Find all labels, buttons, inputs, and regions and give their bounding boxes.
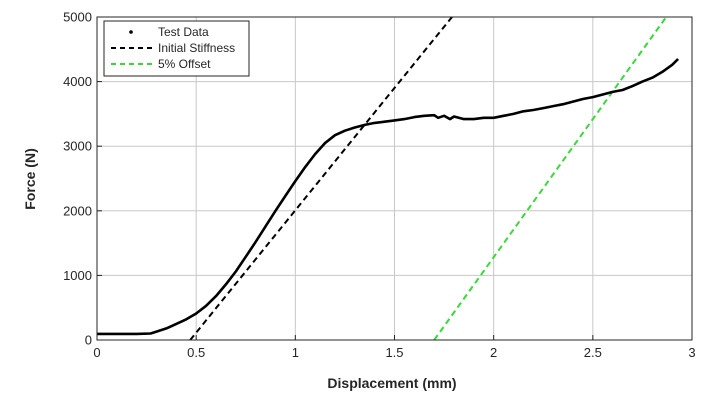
legend-box xyxy=(103,20,250,77)
legend: Test Data Initial Stiffness 5% Offset xyxy=(103,20,250,77)
legend-marker-test-data xyxy=(129,30,133,34)
y-tick-label: 0 xyxy=(85,333,92,348)
x-tick-label: 1 xyxy=(292,345,299,360)
legend-label-5pct-offset: 5% Offset xyxy=(158,57,211,71)
ticks: 0 0.5 1 1.5 2 2.5 3 0 1000 2000 3000 4000 5000 xyxy=(63,10,696,361)
series-line-test-data xyxy=(97,58,680,336)
x-tick-label: 2.5 xyxy=(584,345,602,360)
y-tick-label: 1000 xyxy=(63,268,92,283)
y-tick-label: 5000 xyxy=(63,10,92,25)
y-tick-label: 2000 xyxy=(63,203,92,218)
x-axis-label: Displacement (mm) xyxy=(327,375,456,391)
x-tick-label: 1.5 xyxy=(385,345,403,360)
x-tick-label: 3 xyxy=(688,345,695,360)
y-axis-label: Force (N) xyxy=(22,148,38,209)
grid xyxy=(97,17,692,340)
x-tick-label: 0 xyxy=(93,345,100,360)
y-tick-label: 3000 xyxy=(63,139,92,154)
x-tick-label: 2 xyxy=(490,345,497,360)
series-line-5-offset xyxy=(433,17,668,340)
y-tick-label: 4000 xyxy=(63,74,92,89)
plot-lines xyxy=(97,17,680,340)
series-group xyxy=(97,17,680,340)
legend-label-test-data: Test Data xyxy=(158,25,209,39)
legend-label-initial-stiffness: Initial Stiffness xyxy=(158,41,235,55)
x-tick-label: 0.5 xyxy=(187,345,205,360)
